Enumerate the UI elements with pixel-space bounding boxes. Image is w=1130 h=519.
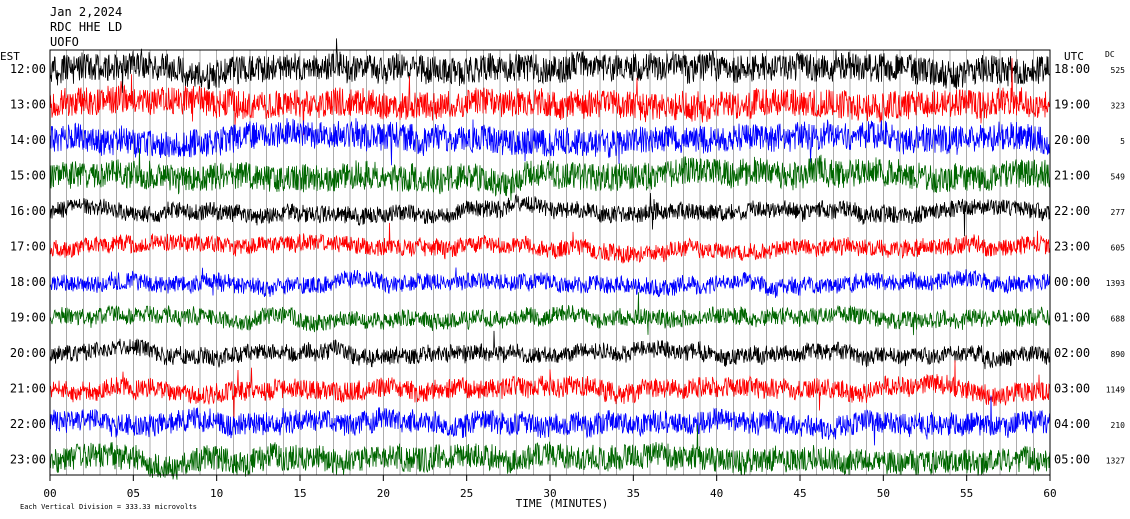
trace-2000 xyxy=(49,330,1051,370)
x-tick-label: 30 xyxy=(543,487,556,500)
dc-value-label: 210 xyxy=(1111,421,1126,430)
est-hour-label: 21:00 xyxy=(10,382,46,396)
row-labels: 12:00 18:00 525 13:00 19:00 323 14:00 20:00 5 15:… xyxy=(10,62,1125,467)
dc-value-label: 549 xyxy=(1111,173,1126,182)
trace-1200 xyxy=(49,38,1051,93)
x-tick-label: 20 xyxy=(377,487,390,500)
utc-hour-label: 22:00 xyxy=(1054,204,1090,218)
dc-value-label: 605 xyxy=(1111,244,1126,253)
x-tick-label: 00 xyxy=(43,487,56,500)
est-hour-label: 12:00 xyxy=(10,62,46,76)
utc-hour-label: 21:00 xyxy=(1054,169,1090,183)
x-axis-ticks: 00 05 10 15 20 25 30 35 40 45 50 55 60 xyxy=(43,475,1057,500)
utc-axis-title: UTC xyxy=(1064,50,1084,63)
dc-value-label: 688 xyxy=(1111,315,1126,324)
utc-hour-label: 02:00 xyxy=(1054,346,1090,360)
x-tick-label: 40 xyxy=(710,487,723,500)
x-tick-label: 50 xyxy=(877,487,890,500)
utc-hour-label: 23:00 xyxy=(1054,240,1090,254)
est-hour-label: 20:00 xyxy=(10,346,46,360)
trace-2100 xyxy=(49,360,1051,418)
utc-hour-label: 05:00 xyxy=(1054,453,1090,467)
dc-value-label: 323 xyxy=(1111,102,1126,111)
station-title: RDC HHE LD xyxy=(50,20,122,34)
x-tick-label: 35 xyxy=(627,487,640,500)
est-hour-label: 18:00 xyxy=(10,275,46,289)
est-hour-label: 16:00 xyxy=(10,204,46,218)
dc-value-label: 1393 xyxy=(1106,279,1125,288)
est-hour-label: 23:00 xyxy=(10,453,46,467)
utc-hour-label: 19:00 xyxy=(1054,98,1090,112)
source-title: UOFO xyxy=(50,35,79,49)
utc-hour-label: 00:00 xyxy=(1054,275,1090,289)
x-tick-label: 60 xyxy=(1043,487,1056,500)
dc-value-label: 1327 xyxy=(1106,457,1125,466)
trace-1500 xyxy=(49,148,1051,201)
trace-1800 xyxy=(49,267,1051,298)
utc-hour-label: 04:00 xyxy=(1054,417,1090,431)
x-tick-label: 25 xyxy=(460,487,473,500)
x-tick-label: 45 xyxy=(793,487,806,500)
minute-gridlines xyxy=(66,50,1034,475)
trace-1900 xyxy=(49,292,1051,336)
x-axis-title: TIME (MINUTES) xyxy=(516,497,609,510)
dc-column-title: DC xyxy=(1105,50,1115,59)
est-hour-label: 13:00 xyxy=(10,98,46,112)
seismic-traces xyxy=(49,38,1051,480)
est-hour-label: 22:00 xyxy=(10,417,46,431)
est-hour-label: 15:00 xyxy=(10,169,46,183)
trace-1700 xyxy=(49,222,1051,264)
dc-value-label: 890 xyxy=(1111,350,1126,359)
dc-value-label: 1149 xyxy=(1106,386,1125,395)
est-hour-label: 17:00 xyxy=(10,240,46,254)
x-tick-label: 05 xyxy=(127,487,140,500)
x-tick-label: 55 xyxy=(960,487,973,500)
dc-value-label: 5 xyxy=(1120,137,1125,146)
trace-2200 xyxy=(49,395,1051,446)
est-axis-title: EST xyxy=(0,50,20,63)
trace-1400 xyxy=(49,118,1051,166)
scale-footer: Each Vertical Division = 333.33 microvol… xyxy=(20,503,197,511)
dc-value-label: 525 xyxy=(1111,66,1126,75)
date-title: Jan 2,2024 xyxy=(50,5,122,19)
x-tick-label: 15 xyxy=(293,487,306,500)
dc-value-label: 277 xyxy=(1111,208,1126,217)
utc-hour-label: 03:00 xyxy=(1054,382,1090,396)
trace-1600 xyxy=(49,192,1051,237)
x-tick-label: 10 xyxy=(210,487,223,500)
trace-2300 xyxy=(49,424,1051,480)
est-hour-label: 19:00 xyxy=(10,311,46,325)
est-hour-label: 14:00 xyxy=(10,133,46,147)
utc-hour-label: 18:00 xyxy=(1054,62,1090,76)
utc-hour-label: 01:00 xyxy=(1054,311,1090,325)
trace-1300 xyxy=(49,58,1051,136)
utc-hour-label: 20:00 xyxy=(1054,133,1090,147)
